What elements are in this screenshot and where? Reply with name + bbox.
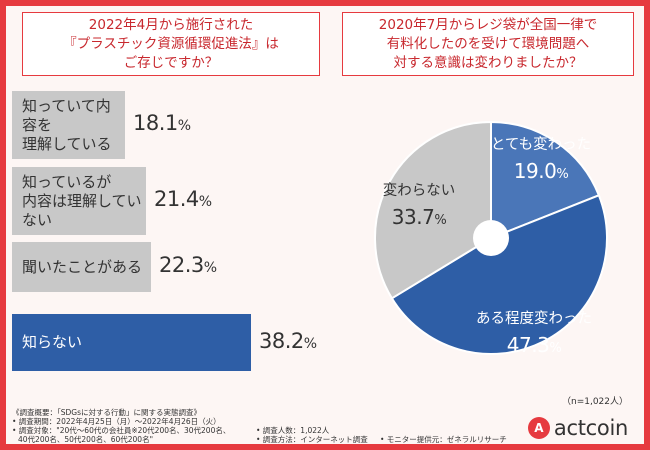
pie-label-value: 19.0% xyxy=(513,159,569,183)
bar-value-unit: % xyxy=(177,118,191,134)
note-period: • 調査期間：2022年4月25日（月）～2022年4月26日（火） xyxy=(12,417,221,426)
pie-label-category: とても変わった xyxy=(490,137,592,153)
bar-value-unit: % xyxy=(198,194,212,210)
bar-value-number: 38.2 xyxy=(259,328,304,353)
note-count: • 調査人数：1,022人 xyxy=(256,426,330,435)
note-survey: 《調査概要：「SDGsに対する行動」に関する実態調査》 xyxy=(12,408,202,417)
survey-notes: 《調査概要：「SDGsに対する行動」に関する実態調査》 • 調査期間：2022年… xyxy=(12,408,507,444)
bar-label: 知っているが 内容は理解していない xyxy=(22,172,142,229)
actcoin-logo-icon: A xyxy=(527,417,550,439)
bar-value-label: 18.1% xyxy=(133,111,191,135)
pie-label-1: とても変わった 19.0% xyxy=(481,132,601,188)
bar-value-label: 38.2% xyxy=(259,329,317,353)
bar-value-label: 22.3% xyxy=(159,253,217,277)
question-right: 2020年7月からレジ袋が全国一律で 有料化したのを受けて環境問題へ 対する意識… xyxy=(342,12,634,76)
pie-label-category: 変わらない xyxy=(382,183,456,199)
bar-value-number: 21.4 xyxy=(154,187,199,211)
pie-label-3: 変わらない 33.7% xyxy=(359,178,479,234)
bar-label: 知っていて内容を 理解している xyxy=(22,96,112,153)
bar-value-label: 21.4% xyxy=(154,187,212,211)
bar-4: 知らない xyxy=(12,314,251,371)
pie-label-2: ある程度変わった 47.3% xyxy=(474,306,594,362)
bar-value-number: 22.3 xyxy=(159,253,204,277)
bar-3: 聞いたことがある xyxy=(12,242,151,292)
logo: A actcoin xyxy=(527,416,628,440)
note-provider: • モニター提供元：ゼネラルリサーチ xyxy=(380,435,507,444)
pie-label-value: 47.3% xyxy=(506,333,562,357)
bar-value-unit: % xyxy=(303,335,317,352)
bar-2: 知っているが 内容は理解していない xyxy=(12,167,146,235)
logo-text: actcoin xyxy=(553,416,628,440)
sample-size: （n=1,022人） xyxy=(561,397,628,407)
note-method: • 調査方法：インターネット調査 xyxy=(256,435,368,444)
pie-label-value: 33.7% xyxy=(391,205,447,229)
bar-label: 知らない xyxy=(22,333,83,351)
note-target-2: 40代200名、50代200名、60代200名" xyxy=(18,435,154,444)
note-target-1: • 調査対象："20代～60代の会社員※20代200名、30代200名、 xyxy=(12,426,231,435)
bar-label: 聞いたことがある xyxy=(22,257,143,276)
bar-1: 知っていて内容を 理解している xyxy=(12,91,125,159)
infographic-frame: 2022年4月から施行された 『プラスチック資源循環促進法』は ご存じですか？ … xyxy=(6,6,644,444)
bar-value-number: 18.1 xyxy=(133,111,178,135)
question-left: 2022年4月から施行された 『プラスチック資源循環促進法』は ご存じですか？ xyxy=(22,12,320,76)
bar-value-unit: % xyxy=(203,260,217,276)
pie-label-category: ある程度変わった xyxy=(476,311,592,327)
